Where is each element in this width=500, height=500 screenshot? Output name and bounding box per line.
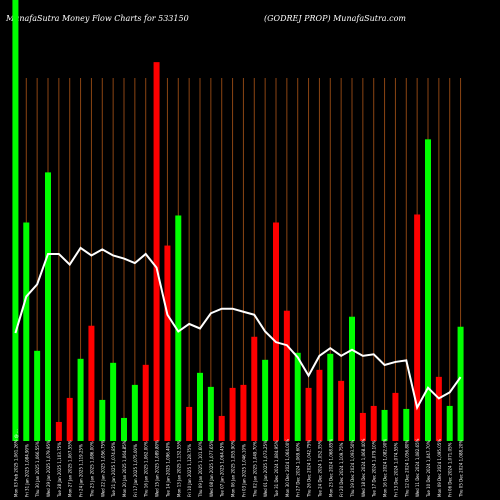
x-tick-label: Wed 11 Dec 2024 1,082.65% <box>415 438 420 497</box>
money-flow-bar <box>175 215 182 441</box>
money-flow-bar <box>359 412 366 441</box>
money-flow-bar <box>229 387 236 441</box>
x-tick-label: Fri 27 Dec 2024 1,069.60% <box>296 442 301 497</box>
x-tick-label: Mon 27 Jan 2025 1,067.55% <box>68 440 73 497</box>
x-tick-label: Thu 02 Jan 2025 1,049.70% <box>252 441 257 498</box>
money-flow-bar <box>294 352 301 441</box>
x-tick-label: Mon 09 Dec 2024 1,095.05% <box>437 439 442 497</box>
money-flow-bar <box>164 245 171 441</box>
money-flow-bar <box>99 399 106 441</box>
money-flow-bar <box>403 408 410 441</box>
x-tick-label: Fri 20 Dec 2024 1,109.75% <box>339 442 344 497</box>
money-flow-bar <box>338 380 345 441</box>
x-tick-label: Thu 23 Jan 2025 1,086.00% <box>89 441 94 498</box>
money-flow-bar <box>23 222 30 441</box>
money-flow-bar <box>121 417 127 441</box>
x-tick-label: Mon 16 Dec 2024 1,082.90% <box>383 439 388 497</box>
money-flow-bar <box>349 316 355 441</box>
money-flow-bars <box>12 0 464 442</box>
price-line <box>14 246 462 411</box>
money-flow-bar <box>370 405 377 441</box>
x-tick-label: Fri 24 Jan 2025 1,119.25% <box>79 444 84 497</box>
x-tick-label: Thu 12 Dec 2024 1,056.80% <box>404 440 409 498</box>
money-flow-bar <box>110 362 117 441</box>
x-tick-label: Fri 17 Jan 2025 1,075.00% <box>133 444 138 497</box>
x-tick-label: Fri 10 Jan 2025 1,128.75% <box>187 444 192 497</box>
x-tick-label: Tue 17 Dec 2024 1,079.10% <box>372 440 377 498</box>
x-tick-label: Thu 26 Dec 2024 1,042.75% <box>307 440 312 498</box>
x-tick-label: Wed 08 Jan 2025 1,077.65% <box>209 440 214 497</box>
x-tick-label: Wed 18 Dec 2024 1,068.40% <box>361 438 366 497</box>
x-tick-label: Fri 31 Jan 2025 1,084.90% <box>24 444 29 497</box>
x-tick-label: Thu 19 Dec 2024 1,093.50% <box>350 440 355 498</box>
money-flow-bar <box>446 405 453 441</box>
x-axis-labels: Mon 03 Feb 2025 1,061.26% @ ... Fri 31 Ja… <box>13 429 463 498</box>
money-flow-bar <box>77 358 84 441</box>
money-flow-bar <box>262 359 269 441</box>
x-tick-label: Mon 13 Jan 2025 1,132.55% <box>176 440 181 497</box>
money-flow-bar <box>305 387 312 441</box>
money-flow-bar <box>283 310 290 441</box>
money-flow-bar <box>88 325 95 441</box>
money-flow-bar <box>45 172 51 441</box>
money-flow-bar <box>435 376 442 441</box>
money-flow-bar <box>392 392 399 441</box>
x-tick-label: Thu 16 Jan 2025 1,062.00% <box>144 441 149 498</box>
x-tick-label: Tue 28 Jan 2025 1,103.75% <box>57 442 62 498</box>
x-tick-label: Wed 29 Jan 2025 1,079.95% <box>46 440 51 497</box>
money-flow-bar <box>34 350 41 441</box>
x-tick-label: Mon 03 Feb 2025 1,061.26% @ ... <box>13 429 18 497</box>
x-tick-label: Tue 21 Jan 2025 1,074.85% <box>111 442 116 498</box>
money-flow-bar <box>273 222 279 441</box>
x-tick-label: Mon 30 Dec 2024 1,064.00% <box>285 439 290 497</box>
x-tick-label: Tue 14 Jan 2025 1,096.40% <box>165 442 170 498</box>
x-tick-label: Tue 07 Jan 2025 1,064.45% <box>220 442 225 498</box>
chart-subtitle: (GODREJ PROP) MunafaSutra.com <box>264 14 406 23</box>
money-flow-bar <box>197 372 203 441</box>
money-flow-bar <box>425 139 431 441</box>
x-tick-label: Thu 05 Dec 2024 1,088.20% <box>459 440 464 498</box>
money-flow-bar <box>131 384 138 441</box>
x-tick-label: Tue 24 Dec 2024 1,052.35% <box>317 440 322 498</box>
chart-title: MunafaSutra Money Flow Charts for 533150 <box>6 14 189 23</box>
money-flow-bar <box>457 326 464 441</box>
x-tick-label: Tue 31 Dec 2024 1,084.95% <box>274 440 279 498</box>
x-tick-label: Fri 06 Dec 2024 1,071.05% <box>448 442 453 497</box>
x-tick-label: Wed 15 Jan 2025 1,089.80% <box>155 440 160 497</box>
x-tick-label: Fri 03 Jan 2025 1,046.10% <box>241 444 246 497</box>
x-tick-label: Tue 10 Dec 2024 1,047.70% <box>426 440 431 498</box>
x-tick-label: Wed 01 Jan 2025 1,073.25% <box>263 440 268 497</box>
x-tick-label: Mon 23 Dec 2024 1,068.85% <box>328 439 333 497</box>
money-flow-bar <box>153 62 160 442</box>
money-flow-bar <box>55 421 62 441</box>
x-tick-label: Mon 20 Jan 2025 1,064.85% <box>122 440 127 497</box>
money-flow-bar <box>381 409 388 441</box>
money-flow-bar <box>207 386 214 441</box>
x-tick-label: Fri 13 Dec 2024 1,074.55% <box>393 442 398 497</box>
money-flow-bar <box>240 384 247 441</box>
money-flow-bar <box>186 406 193 441</box>
money-flow-bar <box>251 336 258 441</box>
x-tick-label: Thu 09 Jan 2025 1,101.60% <box>198 441 203 498</box>
x-tick-label: Thu 30 Jan 2025 1,066.55% <box>35 441 40 498</box>
money-flow-bar <box>218 415 225 441</box>
money-flow-bar <box>12 0 19 441</box>
money-flow-bar <box>316 369 323 441</box>
price-line-layer <box>14 246 462 411</box>
money-flow-bar <box>66 397 73 441</box>
money-flow-bar <box>142 364 149 441</box>
x-tick-label: Mon 06 Jan 2025 1,055.90% <box>231 440 236 497</box>
x-tick-label: Wed 22 Jan 2025 1,056.75% <box>100 440 105 497</box>
money-flow-bar <box>414 214 421 441</box>
money-flow-bar <box>327 353 334 441</box>
